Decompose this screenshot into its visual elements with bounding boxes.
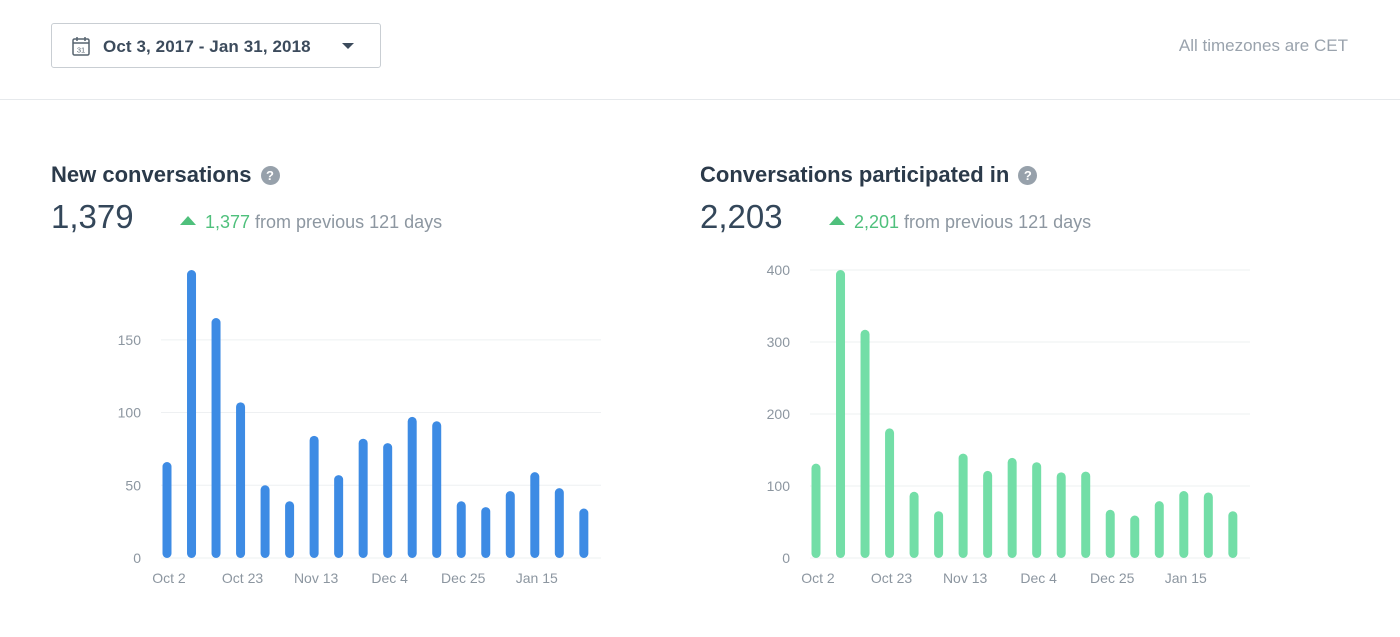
date-range-picker[interactable]: 31 Oct 3, 2017 - Jan 31, 2018 — [51, 23, 381, 68]
bar-dec-11[interactable] — [407, 416, 417, 558]
x-tick-label: Nov 13 — [943, 570, 988, 586]
y-tick-label: 50 — [125, 477, 141, 493]
total-count: 1,379 — [51, 198, 134, 235]
y-tick-label: 100 — [118, 405, 142, 421]
bar-dec-4[interactable] — [383, 443, 393, 558]
x-tick-label: Oct 23 — [871, 570, 912, 586]
total-count: 2,203 — [700, 198, 783, 235]
bar-dec-25[interactable] — [1105, 509, 1115, 558]
panel-title-text: New conversations — [51, 162, 252, 187]
y-tick-label: 0 — [133, 550, 141, 566]
bar-jan-1[interactable] — [481, 507, 491, 558]
bar-oct-16[interactable] — [860, 329, 870, 558]
y-tick-label: 0 — [782, 550, 790, 566]
bar-jan-15[interactable] — [530, 472, 540, 558]
help-icon[interactable]: ? — [260, 166, 280, 185]
x-tick-label: Oct 2 — [801, 570, 835, 586]
bar-nov-13[interactable] — [309, 435, 319, 558]
bar-oct-2[interactable] — [162, 462, 172, 558]
conversations-participated-panel: Conversations participated in? 2,203 2,2… — [700, 160, 1300, 600]
x-tick-label: Jan 15 — [516, 570, 558, 586]
x-tick-label: Dec 25 — [441, 570, 486, 586]
up-arrow-icon — [180, 216, 196, 225]
bar-dec-18[interactable] — [432, 421, 442, 558]
bar-jan-8[interactable] — [1154, 501, 1164, 558]
bar-jan-22[interactable] — [1203, 492, 1213, 558]
x-tick-label: Dec 25 — [1090, 570, 1135, 586]
date-range-label: Oct 3, 2017 - Jan 31, 2018 — [103, 37, 311, 56]
panel-title: Conversations participated in? — [700, 162, 1038, 188]
bar-jan-29[interactable] — [579, 508, 589, 558]
y-tick-label: 200 — [767, 406, 791, 422]
delta-text: from previous 121 days — [255, 212, 443, 232]
bar-dec-11[interactable] — [1056, 472, 1066, 558]
new-conversations-chart: 0 50 100 150 Oct 2 Oct 23 Nov 13 Dec 4 Dec 25 Jan… — [118, 270, 601, 586]
bar-dec-18[interactable] — [1081, 471, 1091, 558]
chevron-down-icon — [342, 43, 354, 49]
calendar-icon: 31 — [72, 37, 90, 56]
bar-jan-29[interactable] — [1228, 511, 1238, 558]
bar-nov-20[interactable] — [983, 470, 993, 558]
bar-nov-6[interactable] — [285, 501, 295, 558]
new-conversations-panel: New conversations? 1,379 1,377 from previ… — [51, 160, 651, 600]
bar-jan-1[interactable] — [1130, 515, 1140, 558]
bar-nov-13[interactable] — [958, 453, 968, 558]
x-tick-label: Dec 4 — [1020, 570, 1057, 586]
up-arrow-icon — [829, 216, 845, 225]
y-tick-label: 100 — [767, 478, 791, 494]
bar-nov-27[interactable] — [358, 438, 368, 558]
x-tick-label: Nov 13 — [294, 570, 339, 586]
delta-indicator: 2,201 from previous 121 days — [829, 212, 1091, 233]
bar-jan-8[interactable] — [505, 491, 515, 558]
x-tick-label: Jan 15 — [1165, 570, 1207, 586]
y-tick-label: 150 — [118, 332, 142, 348]
panel-title-text: Conversations participated in — [700, 162, 1010, 187]
help-icon[interactable]: ? — [1018, 166, 1038, 185]
bar-oct-23[interactable] — [236, 402, 246, 558]
bar-oct-9[interactable] — [187, 270, 197, 558]
delta-value: 1,377 — [205, 212, 251, 232]
bar-nov-6[interactable] — [934, 511, 944, 558]
bar-dec-25[interactable] — [456, 501, 466, 558]
x-tick-label: Dec 4 — [371, 570, 408, 586]
delta-indicator: 1,377 from previous 121 days — [180, 212, 442, 233]
bar-oct-9[interactable] — [836, 270, 846, 558]
bar-nov-27[interactable] — [1007, 457, 1017, 558]
bar-oct-30[interactable] — [909, 491, 919, 558]
y-tick-label: 300 — [767, 334, 791, 350]
bar-oct-2[interactable] — [811, 463, 821, 558]
x-tick-label: Oct 2 — [152, 570, 186, 586]
bar-oct-30[interactable] — [260, 485, 270, 558]
x-tick-label: Oct 23 — [222, 570, 263, 586]
bar-oct-16[interactable] — [211, 318, 221, 558]
bar-oct-23[interactable] — [885, 428, 895, 558]
delta-value: 2,201 — [854, 212, 900, 232]
delta-text: from previous 121 days — [904, 212, 1092, 232]
panel-title: New conversations? — [51, 162, 280, 188]
timezone-note: All timezones are CET — [1178, 36, 1348, 55]
bar-jan-22[interactable] — [554, 488, 564, 558]
y-tick-label: 400 — [767, 262, 791, 278]
conversations-participated-chart: 0 100 200 300 400 Oct 2 Oct 23 Nov 13 Dec 4 Dec 2… — [767, 262, 1250, 586]
bar-jan-15[interactable] — [1179, 491, 1189, 558]
bar-nov-20[interactable] — [334, 475, 344, 558]
toolbar: 31 Oct 3, 2017 - Jan 31, 2018 All timezo… — [0, 0, 1400, 100]
bar-dec-4[interactable] — [1032, 462, 1042, 558]
svg-text:31: 31 — [77, 46, 85, 55]
